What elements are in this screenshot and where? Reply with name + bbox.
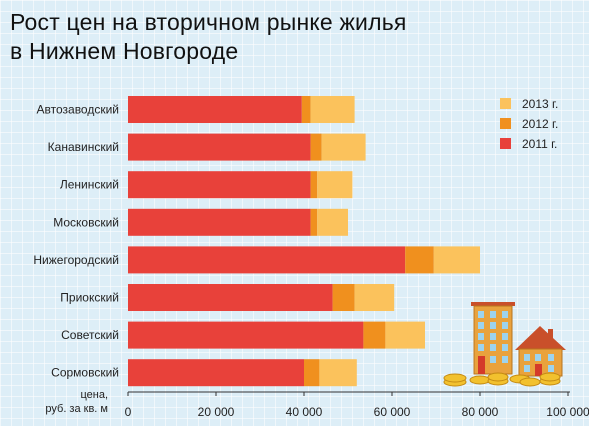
bar-segment-1-row-8: [128, 359, 304, 387]
bar-segment-2-row-3: [310, 171, 318, 199]
bar-segment-2-row-6: [332, 284, 355, 311]
x-tick-label: 60 000: [374, 405, 411, 419]
coins-icon: [443, 372, 561, 387]
x-tick-label: 100 000: [546, 405, 589, 419]
bar-segment-1-row-6: [128, 284, 333, 311]
category-labels: Автозаводский Канавинский Ленинский Московс…: [33, 103, 119, 380]
legend-swatch: [500, 98, 511, 109]
bar-segment-3-row-4: [317, 208, 348, 236]
house-icon: [515, 326, 566, 377]
bar-segment-3-row-7: [385, 321, 425, 349]
x-axis-ticks: 0 20 000 40 000 60 000 80 000 100 000: [125, 392, 589, 419]
bar-segment-1-row-3: [128, 171, 311, 199]
legend-label: 2013 г.: [522, 97, 558, 111]
bar-segment-1-row-2: [128, 133, 311, 161]
bar-segment-2-row-1: [301, 96, 311, 123]
bar-segment-2-row-8: [304, 359, 320, 387]
x-axis-caption-line-1: цена,: [80, 389, 108, 401]
x-axis: 0 20 000 40 000 60 000 80 000 100 000 цена, р…: [45, 389, 589, 419]
title-line-1: Рост цен на вторичном рынке жилья: [10, 9, 407, 35]
bar-segment-3-row-3: [317, 171, 353, 199]
buildings-illustration: [443, 302, 566, 387]
category-label: Приокский: [60, 291, 119, 305]
category-label: Канавинский: [48, 140, 119, 154]
category-label: Автозаводский: [37, 103, 120, 117]
legend-swatch: [500, 118, 511, 129]
category-label: Нижегородский: [33, 253, 119, 267]
bar-segment-3-row-2: [321, 133, 366, 161]
category-label: Ленинский: [60, 178, 119, 192]
legend-swatch: [500, 138, 511, 149]
category-label: Сормовский: [51, 366, 119, 380]
x-tick-label: 0: [125, 405, 132, 419]
x-tick-label: 80 000: [462, 405, 499, 419]
bar-segment-2-row-5: [405, 246, 434, 274]
bar-segment-2-row-2: [310, 133, 322, 161]
bar-segment-3-row-1: [310, 96, 355, 123]
bar-segment-2-row-4: [310, 208, 318, 236]
bar-segment-1-row-1: [128, 96, 302, 123]
legend: 2013 г. 2012 г. 2011 г.: [500, 97, 558, 151]
bar-segment-1-row-4: [128, 208, 311, 236]
chart-title: Рост цен на вторичном рынке жилья в Нижн…: [10, 8, 407, 66]
title-line-2: в Нижнем Новгороде: [10, 38, 239, 64]
category-label: Советский: [61, 328, 119, 342]
bar-segment-3-row-8: [319, 359, 357, 387]
bars-group: [128, 96, 480, 387]
bar-segment-3-row-6: [354, 284, 395, 311]
bar-segment-1-row-5: [128, 246, 406, 274]
bar-segment-3-row-5: [433, 246, 480, 274]
bar-segment-2-row-7: [363, 321, 386, 349]
category-label: Московский: [53, 215, 119, 229]
bar-segment-1-row-7: [128, 321, 364, 349]
legend-label: 2012 г.: [522, 117, 558, 131]
x-tick-label: 20 000: [198, 405, 235, 419]
x-axis-caption-line-2: руб. за кв. м: [45, 403, 108, 415]
x-tick-label: 40 000: [286, 405, 323, 419]
apartment-building-icon: [471, 302, 515, 375]
legend-label: 2011 г.: [522, 137, 557, 151]
